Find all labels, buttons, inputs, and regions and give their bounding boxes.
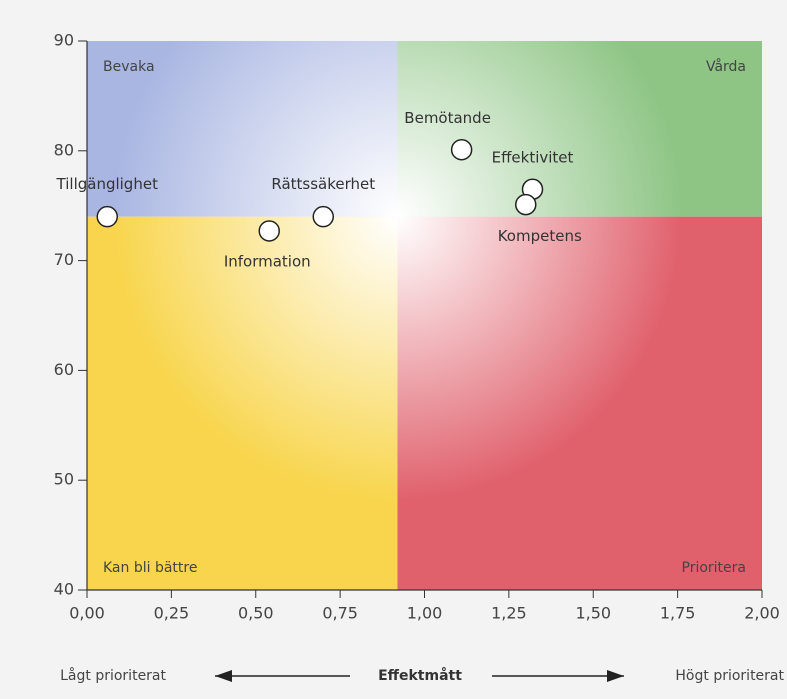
y-tick-label: 60 bbox=[54, 360, 74, 379]
quadrant bbox=[87, 41, 398, 217]
point-label: Information bbox=[224, 252, 311, 270]
x-tick-label: 1,50 bbox=[575, 604, 611, 623]
point-label: Effektivitet bbox=[492, 149, 574, 167]
quadrant bbox=[87, 216, 398, 590]
quadrant-label: Bevaka bbox=[103, 59, 155, 75]
right-arrow-head bbox=[607, 670, 624, 682]
x-left-note: Lågt prioriterat bbox=[60, 667, 166, 684]
left-arrow-head bbox=[215, 670, 232, 682]
quadrant bbox=[397, 216, 762, 590]
point bbox=[515, 193, 537, 216]
x-tick-label: 0,75 bbox=[322, 604, 358, 623]
point bbox=[450, 138, 473, 161]
point-label: Kompetens bbox=[498, 227, 582, 245]
y-tick-label: 70 bbox=[54, 250, 74, 269]
point bbox=[258, 220, 280, 242]
x-tick-label: 1,25 bbox=[491, 604, 527, 623]
x-tick-label: 0,25 bbox=[154, 604, 190, 623]
x-tick-label: 0,00 bbox=[69, 604, 105, 623]
x-tick-label: 1,75 bbox=[660, 604, 696, 623]
point-label: Tillgänglighet bbox=[56, 175, 159, 193]
point-label: Bemötande bbox=[404, 109, 491, 127]
quadrant-label: Kan bli bättre bbox=[103, 560, 197, 576]
y-tick-label: 50 bbox=[54, 470, 74, 489]
x-tick-label: 0,50 bbox=[238, 604, 274, 623]
quadrant-label: Prioritera bbox=[682, 560, 747, 576]
x-axis-label: Effektmått bbox=[378, 667, 462, 684]
point bbox=[96, 205, 118, 228]
y-tick-label: 80 bbox=[54, 140, 74, 159]
point-label: Rättssäkerhet bbox=[271, 175, 375, 193]
quadrant-label: Vårda bbox=[706, 58, 746, 75]
x-tick-label: 2,00 bbox=[744, 604, 780, 623]
point bbox=[312, 205, 334, 228]
y-tick-label: 90 bbox=[54, 31, 74, 50]
x-tick-label: 1,00 bbox=[407, 604, 443, 623]
y-tick-label: 40 bbox=[54, 580, 74, 599]
quadrant bbox=[397, 41, 762, 217]
x-right-note: Högt prioriterat bbox=[675, 668, 784, 684]
